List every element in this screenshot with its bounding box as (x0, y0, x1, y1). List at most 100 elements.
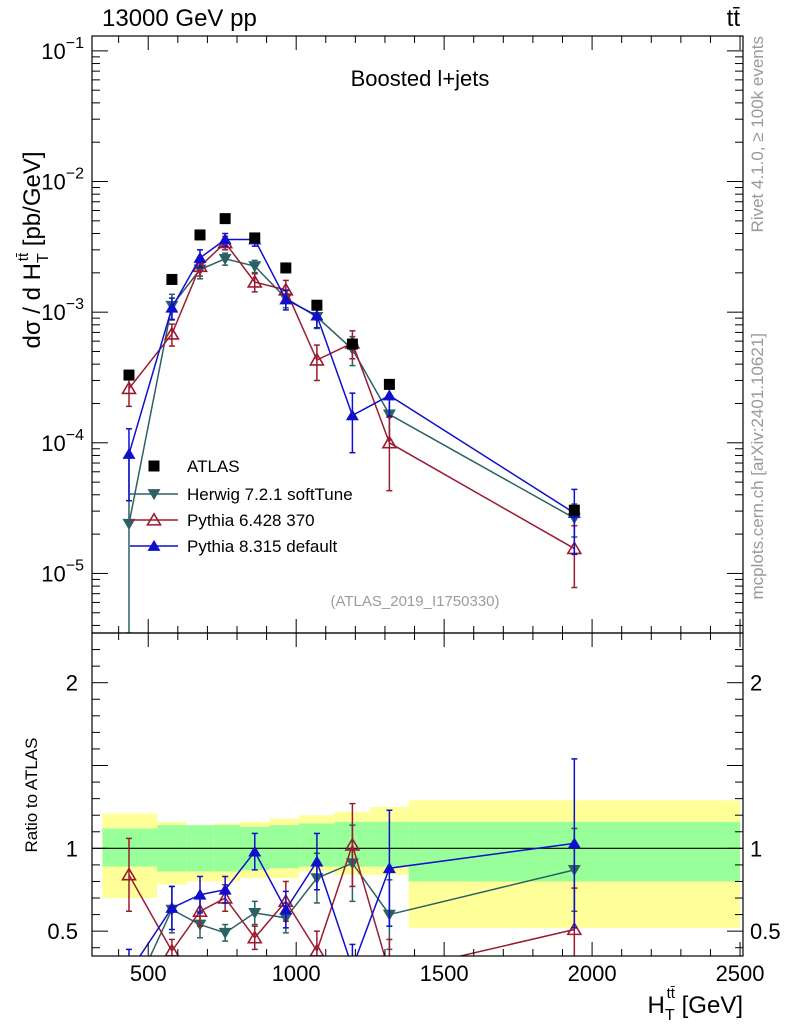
data-point (383, 378, 395, 390)
x-tick-labels: 500 1000 1500 2000 2500 (130, 961, 765, 986)
series-line (128, 241, 575, 550)
ratio-line (149, 862, 575, 956)
ratio-y-tick-label-left: 2 (66, 671, 78, 696)
chart-title: Boosted l+jets (351, 66, 490, 91)
ratio-point (382, 862, 396, 874)
tick-base: 10 (41, 431, 65, 456)
data-point (381, 435, 398, 449)
legend-marker (148, 460, 160, 472)
legend-item: ATLAS (148, 457, 240, 476)
tick-base: 10 (41, 561, 65, 586)
main-series-layer (121, 213, 583, 633)
data-point (310, 309, 324, 321)
xlabel-H: H (648, 992, 665, 1019)
rivet-label: Rivet 4.1.0, ≥ 100k events (748, 36, 767, 232)
final-state-label: tt̄ (727, 5, 741, 32)
legend-label: Herwig 7.2.1 softTune (187, 485, 353, 504)
ratio-y-tick-label-left: 1 (66, 836, 78, 861)
legend-item: Herwig 7.2.1 softTune (130, 485, 353, 504)
ratio-series-pythia-8-315-default (125, 758, 581, 956)
main-y-tick-label: 10−2 (41, 166, 84, 195)
x-tick-label: 2500 (716, 961, 765, 986)
ratio-y-tick-label-right: 0.5 (750, 919, 781, 944)
ylabel-sup: tt̄ (15, 252, 32, 261)
ratio-y-tick-label-right: 2 (750, 671, 762, 696)
data-point (166, 273, 178, 285)
legend-item: Pythia 8.315 default (130, 537, 338, 556)
data-point (568, 504, 580, 516)
tick-base: 10 (41, 39, 65, 64)
main-y-tick-label: 10−1 (41, 35, 84, 64)
ratio-y-tick-label-right: 1 (750, 836, 762, 861)
ratio-point (165, 901, 179, 913)
tick-exponent: −1 (66, 35, 84, 52)
data-point (280, 262, 292, 274)
legend-marker (146, 512, 162, 526)
ratio-y-tick-label-left: 0.5 (47, 919, 78, 944)
x-tick-label: 1500 (420, 961, 469, 986)
ratio-point (566, 921, 583, 936)
x-tick-label: 2000 (568, 961, 617, 986)
ratio-point (122, 998, 135, 1009)
ratio-point (218, 927, 232, 939)
xlabel-sup: tt̄ (667, 985, 676, 1002)
data-point (194, 229, 206, 241)
data-point (165, 301, 179, 313)
series-line (128, 258, 575, 524)
xlabel-sub: T (665, 1007, 675, 1024)
main-y-axis-label: dσ / d HTtt̄ [pb/GeV] (15, 151, 52, 348)
xlabel-unit: [GeV] (675, 992, 743, 1019)
legend: ATLAS Herwig 7.2.1 softTune Pythia 6.428 3… (130, 457, 353, 556)
ratio-frame (91, 632, 744, 957)
legend-marker (147, 489, 161, 501)
data-point (279, 293, 293, 305)
analysis-tag: (ATLAS_2019_I1750330) (330, 593, 499, 610)
ratio-y-axis-label: Ratio to ATLAS (22, 738, 41, 853)
data-point (382, 389, 396, 401)
data-point (121, 380, 137, 395)
main-y-tick-label: 10−5 (41, 557, 84, 586)
legend-item: Pythia 6.428 370 (130, 511, 315, 530)
main-panel: 10−110−210−310−410−5 Boosted l+jets (ATL… (15, 35, 744, 634)
legend-label: Pythia 8.315 default (187, 537, 338, 556)
mcplots-label: mcplots.cern.ch [arXiv:2401.10621] (748, 333, 767, 599)
data-point (123, 369, 135, 381)
x-tick-label: 500 (130, 961, 167, 986)
data-point (163, 326, 180, 340)
data-point (345, 409, 359, 421)
ratio-point (567, 837, 581, 849)
ratio-point (218, 883, 232, 895)
data-point (311, 299, 323, 311)
data-point (122, 518, 136, 530)
data-point (246, 274, 263, 288)
data-point (218, 233, 232, 245)
data-point (249, 232, 261, 244)
data-point (218, 253, 232, 266)
ratio-point (121, 867, 137, 881)
data-point (192, 258, 208, 273)
data-point (122, 447, 136, 459)
legend-marker (147, 539, 161, 551)
ratio-point (193, 888, 207, 900)
legend-label: Pythia 6.428 370 (187, 511, 315, 530)
data-point (346, 338, 358, 350)
x-tick-label: 1000 (272, 961, 321, 986)
series-pythia-6-428-370 (121, 234, 583, 589)
series-line (128, 238, 575, 514)
ratio-point (192, 903, 208, 917)
ratio-axis-ticks (92, 633, 743, 956)
tick-exponent: −4 (66, 427, 84, 444)
ratio-y-tick-labels: 0.5 0.5 1 1 2 2 (47, 671, 780, 944)
data-point (193, 251, 207, 263)
ratio-point (248, 908, 262, 920)
main-y-tick-label: 10−3 (41, 296, 84, 325)
process-label: 13000 GeV pp (102, 5, 257, 32)
ratio-point (279, 903, 293, 915)
tick-exponent: −2 (66, 166, 84, 183)
ylabel-sub: T (35, 253, 52, 263)
ratio-point (246, 930, 263, 944)
data-point (219, 213, 231, 225)
series-pythia-8-315-default (122, 232, 581, 556)
uncertainty-band-inner (269, 825, 300, 869)
